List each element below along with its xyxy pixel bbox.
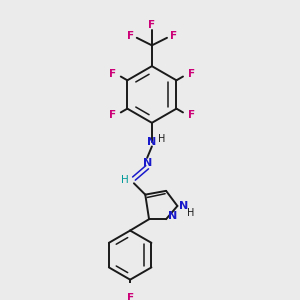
Text: F: F bbox=[148, 20, 155, 30]
Text: F: F bbox=[109, 110, 116, 120]
Text: H: H bbox=[158, 134, 165, 144]
Text: N: N bbox=[179, 201, 189, 211]
Text: F: F bbox=[127, 31, 134, 41]
Text: F: F bbox=[109, 69, 116, 79]
Text: N: N bbox=[142, 158, 152, 167]
Text: F: F bbox=[170, 31, 177, 41]
Text: F: F bbox=[127, 292, 134, 300]
Text: H: H bbox=[121, 176, 128, 185]
Text: H: H bbox=[187, 208, 194, 218]
Text: N: N bbox=[168, 212, 177, 221]
Text: F: F bbox=[188, 69, 195, 79]
Text: N: N bbox=[147, 137, 157, 147]
Text: F: F bbox=[188, 110, 195, 120]
